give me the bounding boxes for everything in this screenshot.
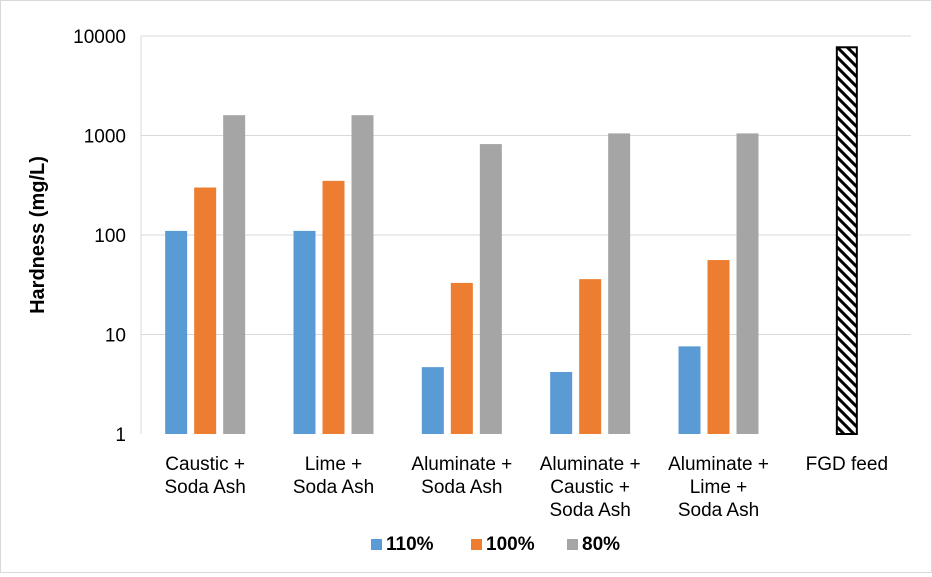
x-tick-label: Soda Ash xyxy=(549,500,630,521)
legend-label: 100% xyxy=(486,534,535,555)
legend-swatch xyxy=(567,539,578,550)
legend-label: 80% xyxy=(582,534,620,555)
y-tick-label: 100 xyxy=(94,226,126,247)
bar-80pct-2 xyxy=(479,144,502,435)
x-tick-label: Caustic + xyxy=(550,477,630,498)
bar-fgd-feed xyxy=(835,46,858,436)
bar-110pct-3 xyxy=(550,371,573,434)
x-tick-label: Soda Ash xyxy=(293,477,374,498)
bar-110pct-4 xyxy=(678,346,701,434)
x-tick-label: Soda Ash xyxy=(164,477,245,498)
x-tick-label: FGD feed xyxy=(806,454,888,475)
bar-80pct-4 xyxy=(736,133,759,434)
bar-80pct-1 xyxy=(351,115,374,434)
legend-swatch xyxy=(471,539,482,550)
x-tick-label: Aluminate + xyxy=(411,454,512,475)
y-tick-label: 1000 xyxy=(84,127,126,148)
x-tick-label: Soda Ash xyxy=(421,477,502,498)
legend-swatch xyxy=(371,539,382,550)
bar-100pct-2 xyxy=(450,282,473,434)
x-tick-label: Lime + xyxy=(690,477,748,498)
bar-100pct-4 xyxy=(707,260,730,434)
y-tick-label: 10 xyxy=(105,326,126,347)
y-tick-label: 10000 xyxy=(73,27,126,48)
bar-110pct-0 xyxy=(165,230,188,434)
bar-80pct-3 xyxy=(608,133,631,434)
bar-110pct-2 xyxy=(421,367,444,434)
x-tick-label: Lime + xyxy=(305,454,363,475)
x-tick-label: Aluminate + xyxy=(540,454,641,475)
bar-100pct-3 xyxy=(579,279,602,434)
bar-110pct-1 xyxy=(293,230,316,434)
x-tick-label: Aluminate + xyxy=(668,454,769,475)
bar-80pct-0 xyxy=(223,115,246,434)
x-tick-label: Soda Ash xyxy=(678,500,759,521)
y-tick-label: 1 xyxy=(115,425,126,446)
x-tick-label: Caustic + xyxy=(165,454,245,475)
y-axis-title: Hardness (mg/L) xyxy=(27,156,49,314)
bar-100pct-1 xyxy=(322,180,345,434)
bar-100pct-0 xyxy=(194,187,217,434)
legend-label: 110% xyxy=(386,534,434,555)
